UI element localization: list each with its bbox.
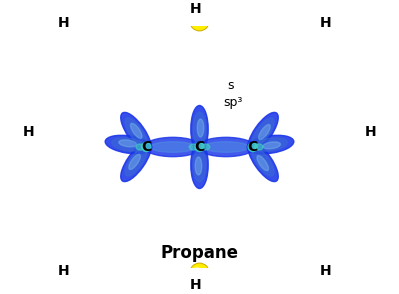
Circle shape: [321, 26, 340, 46]
Ellipse shape: [193, 148, 206, 182]
Text: H: H: [57, 16, 69, 31]
Ellipse shape: [105, 135, 152, 154]
Circle shape: [325, 253, 331, 258]
Text: C: C: [194, 140, 205, 154]
Circle shape: [190, 263, 209, 283]
Ellipse shape: [119, 140, 136, 147]
Circle shape: [59, 26, 78, 46]
Ellipse shape: [144, 137, 201, 157]
Ellipse shape: [197, 119, 204, 137]
Ellipse shape: [136, 144, 144, 150]
Ellipse shape: [198, 137, 255, 157]
Text: C: C: [248, 140, 258, 154]
Ellipse shape: [201, 144, 210, 150]
Circle shape: [190, 11, 209, 31]
Text: H: H: [365, 125, 377, 139]
Text: Propane: Propane: [160, 244, 239, 263]
Text: sp³: sp³: [223, 96, 243, 109]
Circle shape: [36, 127, 41, 133]
Circle shape: [321, 248, 340, 268]
Ellipse shape: [142, 142, 151, 152]
Text: H: H: [320, 263, 332, 278]
Ellipse shape: [257, 156, 269, 171]
Ellipse shape: [203, 142, 249, 152]
Circle shape: [63, 253, 69, 258]
Circle shape: [325, 31, 331, 36]
Text: s: s: [227, 79, 234, 92]
Ellipse shape: [254, 138, 287, 151]
Ellipse shape: [259, 124, 270, 140]
Text: H: H: [190, 2, 201, 16]
Text: C: C: [141, 140, 151, 154]
Text: H: H: [190, 278, 201, 292]
Circle shape: [194, 268, 200, 273]
Text: H: H: [320, 16, 332, 31]
Circle shape: [63, 31, 69, 36]
Ellipse shape: [255, 144, 263, 150]
Ellipse shape: [247, 135, 294, 154]
Circle shape: [59, 248, 78, 268]
Ellipse shape: [248, 142, 278, 182]
Ellipse shape: [121, 142, 151, 182]
Ellipse shape: [195, 157, 202, 175]
Ellipse shape: [263, 142, 280, 149]
Text: H: H: [57, 263, 69, 278]
Ellipse shape: [125, 118, 147, 147]
Ellipse shape: [112, 138, 145, 151]
Ellipse shape: [195, 142, 204, 152]
Ellipse shape: [252, 147, 274, 176]
Ellipse shape: [125, 147, 147, 176]
Ellipse shape: [252, 118, 274, 147]
Ellipse shape: [248, 142, 257, 152]
Text: H: H: [22, 125, 34, 139]
Ellipse shape: [191, 141, 208, 188]
Ellipse shape: [189, 144, 198, 150]
Ellipse shape: [129, 154, 140, 170]
Ellipse shape: [150, 142, 196, 152]
Ellipse shape: [121, 112, 151, 152]
Ellipse shape: [130, 123, 142, 138]
Circle shape: [31, 123, 51, 142]
Circle shape: [348, 123, 368, 142]
Ellipse shape: [191, 106, 208, 153]
Ellipse shape: [248, 112, 278, 152]
Circle shape: [353, 127, 359, 133]
Ellipse shape: [193, 112, 206, 146]
Circle shape: [194, 16, 200, 22]
